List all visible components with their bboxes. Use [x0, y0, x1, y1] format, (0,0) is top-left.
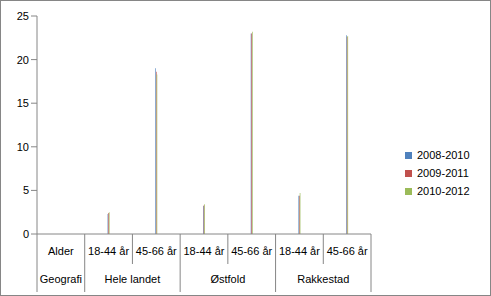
- svg-text:Alder: Alder: [48, 245, 74, 257]
- svg-text:18-44 år: 18-44 år: [88, 245, 129, 257]
- html-text:2009-2011: 2009-2011: [417, 167, 469, 179]
- html-text:2010-2012: 2010-2012: [417, 185, 470, 197]
- svg-text:45-66 år: 45-66 år: [231, 245, 272, 257]
- svg-text:18-44 år: 18-44 år: [279, 245, 320, 257]
- svg-text:25: 25: [17, 10, 29, 22]
- svg-text:Hele landet: Hele landet: [105, 273, 161, 285]
- svg-text:45-66 år: 45-66 år: [327, 245, 368, 257]
- svg-text:15: 15: [17, 97, 29, 109]
- svg-text:20: 20: [17, 54, 29, 66]
- svg-text:10: 10: [17, 141, 29, 153]
- svg-text:18-44 år: 18-44 år: [184, 245, 225, 257]
- html-text:2008-2010: 2008-2010: [417, 149, 470, 161]
- svg-text:Geografi: Geografi: [40, 273, 82, 285]
- svg-text:Rakkestad: Rakkestad: [297, 273, 349, 285]
- svg-text:5: 5: [23, 184, 29, 196]
- svg-text:0: 0: [23, 228, 29, 240]
- svg-text:Østfold: Østfold: [210, 273, 245, 285]
- svg-text:45-66 år: 45-66 år: [136, 245, 177, 257]
